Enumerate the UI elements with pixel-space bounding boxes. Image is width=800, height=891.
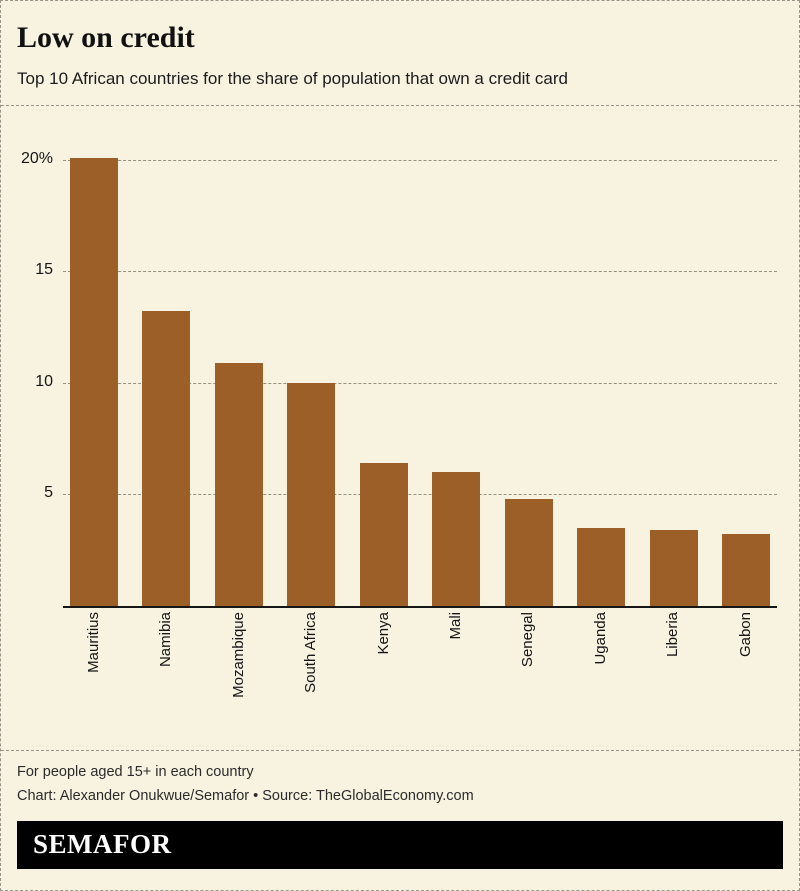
gridline	[63, 271, 777, 273]
bar	[70, 157, 118, 606]
chart-header: Low on credit Top 10 African countries f…	[1, 1, 799, 105]
bars-row	[63, 138, 777, 606]
x-axis-labels: Mauritius Namibia Mozambique South Africa Ke…	[63, 612, 777, 742]
y-axis-tick-label: 5	[44, 484, 53, 502]
semafor-logo-bar: SEMAFOR	[17, 820, 783, 869]
x-axis-label: Kenya	[374, 611, 392, 655]
x-axis-label: Mali	[446, 611, 464, 640]
credit-line: Chart: Alexander Onukwue/Semafor • Sourc…	[17, 787, 474, 804]
bar	[577, 527, 626, 606]
x-axis-label: Namibia	[157, 611, 175, 667]
footnote: For people aged 15+ in each country	[17, 763, 254, 780]
x-axis-label: Uganda	[591, 611, 609, 665]
x-axis-label-cell: Mali	[432, 612, 480, 742]
bar	[721, 534, 770, 606]
bar	[504, 498, 553, 606]
x-axis-label-cell: Namibia	[142, 612, 190, 742]
bar	[142, 311, 191, 606]
gridline	[63, 159, 777, 161]
x-axis-label-cell: Uganda	[577, 612, 625, 742]
gridline	[63, 494, 777, 496]
x-axis-label-cell: South Africa	[287, 612, 335, 742]
plot-area: 5 10 15 20%	[21, 138, 777, 608]
chart-subtitle: Top 10 African countries for the share o…	[17, 68, 568, 88]
bar	[649, 529, 698, 606]
x-axis-label: Mozambique	[229, 611, 247, 698]
chart-title: Low on credit	[17, 21, 195, 54]
x-axis-label: Mauritius	[84, 611, 102, 673]
y-axis-tick-label: 15	[35, 261, 53, 279]
x-axis-label-cell: Mauritius	[70, 612, 118, 742]
bar	[287, 382, 336, 606]
bar	[432, 471, 481, 606]
bar	[359, 462, 408, 606]
x-axis-label-cell: Liberia	[650, 612, 698, 742]
y-axis-tick-label: 10	[35, 372, 53, 390]
x-axis-label-cell: Senegal	[505, 612, 553, 742]
x-axis-label: Liberia	[664, 611, 682, 657]
bar-chart: 5 10 15 20% Mauritius Namibia Mozambique South…	[1, 138, 799, 742]
footer-separator	[1, 749, 799, 751]
bar	[214, 362, 263, 606]
x-axis-label: Senegal	[519, 611, 537, 667]
x-axis-label-cell: Kenya	[360, 612, 408, 742]
gridline	[63, 382, 777, 384]
x-axis-label-cell: Gabon	[722, 612, 770, 742]
y-axis-tick-label: 20%	[20, 149, 53, 167]
header-separator	[1, 104, 799, 106]
semafor-wordmark: SEMAFOR	[33, 829, 172, 859]
x-axis-label-cell: Mozambique	[215, 612, 263, 742]
chart-footer: For people aged 15+ in each country Char…	[1, 751, 799, 804]
x-axis-label: Gabon	[736, 611, 754, 657]
x-axis-label: South Africa	[302, 611, 320, 693]
